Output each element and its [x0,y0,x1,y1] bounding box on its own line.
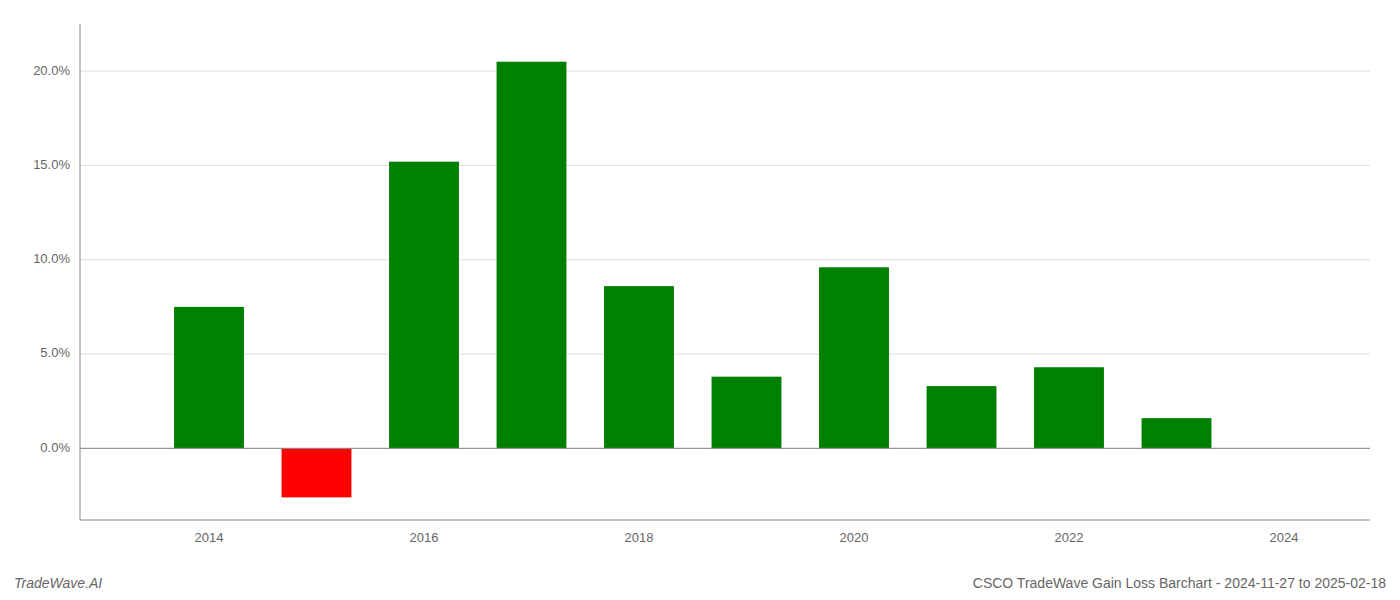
bar [282,448,352,497]
bar [1034,367,1104,448]
y-tick-label: 15.0% [33,157,70,172]
x-tick-label: 2016 [410,530,439,545]
bar [604,286,674,448]
y-tick-label: 20.0% [33,63,70,78]
zero-line [80,448,1370,449]
bar [497,62,567,449]
bar [819,267,889,448]
x-tick-label: 2022 [1055,530,1084,545]
bar [174,307,244,448]
y-axis-line [80,24,81,520]
watermark: TradeWave.AI [14,575,102,591]
bar [927,386,997,448]
grid-line [80,259,1370,260]
grid-line [80,165,1370,166]
grid-line [80,71,1370,72]
grid-line [80,354,1370,355]
x-tick-label: 2020 [840,530,869,545]
grid [80,71,1370,448]
x-axis-line [80,520,1370,521]
bar [712,377,782,449]
y-tick-label: 10.0% [33,251,70,266]
bar [389,162,459,449]
x-tick-label: 2018 [625,530,654,545]
chart: 0.0%5.0%10.0%15.0%20.0%20142016201820202… [0,0,1400,600]
y-tick-label: 0.0% [40,440,70,455]
x-tick-label: 2014 [195,530,224,545]
y-ticks: 0.0% 5.0% 10.0% 15.0% 20.0% [33,63,70,455]
title: CSCO TradeWave Gain Loss Barchart - 2024… [973,575,1386,591]
x-tick-label: 2024 [1270,530,1299,545]
y-tick-label: 5.0% [40,345,70,360]
bars [174,62,1211,498]
grid-line [80,448,1370,449]
bar [1142,418,1212,448]
x-ticks: 2014 2016 2018 2020 2022 2024 [195,530,1299,545]
